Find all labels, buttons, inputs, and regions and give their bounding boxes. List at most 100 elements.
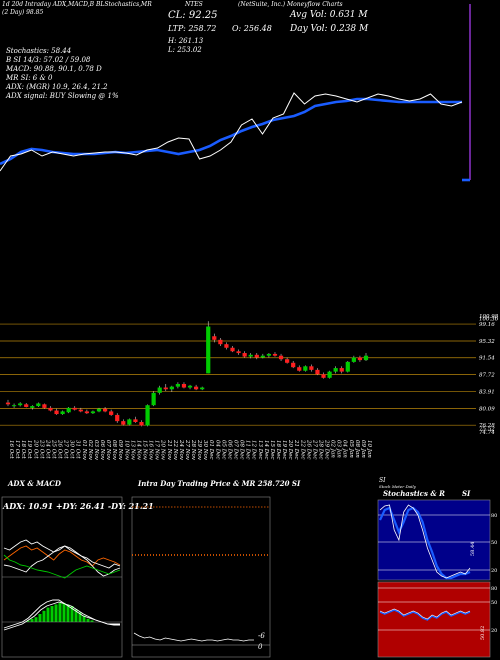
intraday-marker-label: -6 [258,632,265,640]
open-value: O: 256.48 [232,24,272,33]
macd-histogram-bar [38,614,42,622]
bollinger-stat: B SI 14/3: 57.02 / 59.08 [6,56,91,64]
date-tick-label: 04 Jan [342,440,348,458]
adx-signal-line [3,554,121,579]
candle-body [242,353,247,357]
stoch-top-bg [377,499,491,581]
macd-histogram-bar [82,615,86,622]
candle-gridlines [0,323,476,426]
stoch-bottom-tick: 20 [491,628,497,634]
candle-body [212,336,217,340]
date-tick-label: 27 Oct [63,439,69,459]
candle-body [133,419,138,423]
price-tick-label: 76.28 [479,423,495,429]
date-tick-label: 22 Nov [172,439,178,461]
macd-histogram-bar [46,607,50,622]
date-tick-label: 12 Dec [251,440,257,460]
macd-stat: MACD: 90.88, 90.1, 0.78 D [6,65,102,73]
date-tick-label: 29 Nov [196,439,202,461]
candle-body [54,410,59,415]
date-tick-label: 01 Dec [208,440,214,460]
date-tick-label: 19 Oct [26,440,32,459]
candle-body [90,411,96,414]
date-tick-label: 28 Dec [317,439,323,460]
candle-body [72,407,77,410]
candle-body [351,357,356,362]
date-tick-label: 25 Oct [50,439,56,459]
macd-histogram-bar [42,610,46,622]
date-tick-label: 18 Oct [20,440,26,459]
price-line [0,92,463,172]
candle-body [200,387,205,390]
date-tick-label: 17 Nov [154,440,160,461]
chart-title: (NetSuite, Inc.) Moneyflow Charts [238,1,343,8]
date-tick-label: 03 Jan [336,440,342,458]
candle-body [291,362,296,368]
candle-body [169,386,174,390]
candle-body [48,407,53,411]
top-indicator-line-2: (2 Day) 98.85 [2,9,44,16]
date-tick-label: 09 Jan [360,440,366,458]
candle-body [248,354,253,357]
date-tick-label: 18 Dec [275,440,281,460]
candle-body [187,385,193,388]
adx-macd-panel [1,496,123,658]
williams-r-line [379,609,471,621]
stochastics-title: Stochastics & R [383,489,445,498]
candle-body [345,361,350,372]
macd-histogram-bar [62,602,66,622]
date-tick-label: 13 Nov [129,440,135,461]
date-tick-label: 02 Nov [87,440,93,461]
date-tick-label: 26 Oct [57,439,63,459]
date-tick-label: 08 Jan [354,440,360,458]
date-tick-label: 30 Nov [202,440,208,461]
candle-body [357,357,363,361]
macd-histogram-bar [54,604,58,622]
macd-histogram-bar [74,609,78,622]
date-tick-label: 19 Dec [281,440,287,460]
candle-body [109,411,114,415]
date-tick-label: 27 Nov [184,439,190,461]
adx-signal-stat: ADX signal: BUY Slowing @ 1% [6,92,119,100]
date-tick-label: 01 Nov [81,440,87,461]
candle-body [224,344,229,348]
intraday-panel-border [131,496,271,658]
date-tick-label: 24 Nov [178,439,184,461]
candle-body [30,406,35,408]
date-axis-labels: 16 Oct 17 Oct 18 Oct 19 Oct 20 Oct 23 Oct 24 O… [8,439,372,461]
date-tick-label: 29 Dec [324,439,330,460]
candle-body [218,339,223,345]
date-tick-label: 21 Nov [166,439,172,461]
stochastics-si-label: SI [379,477,386,484]
stochastics-stat: Stochastics: 58.44 [6,47,72,55]
candle-body [327,371,332,378]
macd-line [3,599,120,629]
date-tick-label: 30 Oct [69,440,75,459]
candle-body [24,404,29,407]
symbol-label: NTES [185,1,203,8]
candle-body [297,367,302,371]
day-vol-value: Day Vol: 0.238 M [290,24,369,34]
candle-body [151,392,156,406]
stoch-top-tick: 80 [491,513,497,519]
candle-body [96,408,102,412]
date-tick-label: 06 Nov [99,440,105,461]
date-tick-label: 05 Dec [220,440,226,460]
date-tick-label: 10 Jan [366,440,372,458]
price-tick-label: 99.16 [479,322,495,328]
candle-body [175,383,180,387]
macd-histogram-bar [86,618,90,622]
macd-histogram-bar [78,612,82,622]
date-tick-label: 15 Nov [141,440,147,461]
macd-histogram-bar [58,602,62,622]
stochastics-panel: 80 50 20 80 50 20 58.44 50.82 [377,499,497,658]
adx-readout: ADX: 10.91 +DY: 26.41 -DY: 21.21 [3,501,154,511]
stoch-value-tag: 58.44 [470,542,476,556]
avg-vol-value: Avg Vol: 0.631 M [290,10,368,20]
price-tick-label: 100.36 [479,317,499,323]
candle-body [18,403,23,406]
candle-body [115,414,120,422]
candle-body [339,368,344,372]
williams-r-signal-line [379,608,471,620]
